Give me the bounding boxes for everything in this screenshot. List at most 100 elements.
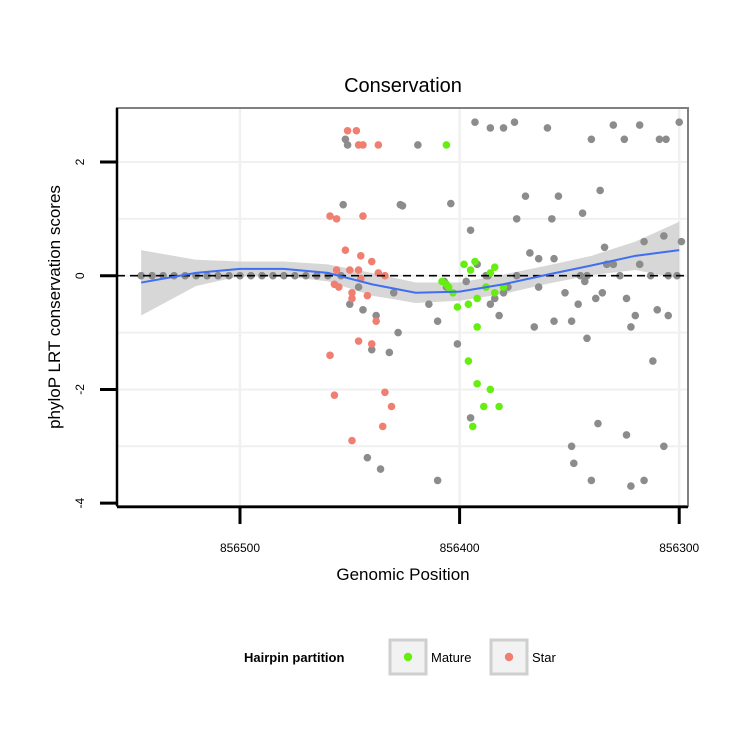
chart-title: Conservation [344, 75, 462, 97]
data-point-other [598, 288, 607, 297]
data-point-other [616, 271, 624, 280]
data-point-other [269, 271, 277, 280]
data-point-mature [464, 300, 473, 308]
data-point-other [675, 118, 684, 127]
data-point-mature [453, 303, 462, 311]
data-point-other [367, 345, 376, 354]
y-axis: -4 -2 0 2 [73, 108, 119, 508]
data-point-other [453, 340, 462, 348]
data-point-other [425, 300, 433, 308]
x-tick-label: 856500 [220, 541, 260, 555]
data-point-other [587, 476, 596, 485]
data-point-star [356, 252, 365, 260]
data-point-star [348, 288, 356, 297]
data-point-star [378, 422, 387, 431]
y-tick-label: -2 [73, 384, 87, 395]
data-point-other [655, 135, 664, 144]
data-point-other [385, 348, 394, 357]
data-point-star [341, 246, 350, 254]
data-point-other [339, 200, 348, 209]
data-point-other [394, 328, 402, 337]
data-point-other [635, 121, 644, 129]
data-point-star [348, 436, 356, 445]
data-point-star [335, 283, 343, 291]
data-point-other [225, 271, 233, 280]
data-point-other [587, 135, 596, 144]
data-point-mature [473, 379, 481, 388]
data-point-other [578, 209, 587, 217]
x-axis: 856500 856400 856300 [117, 505, 700, 555]
data-point-other [214, 271, 222, 280]
data-point-other [530, 323, 539, 331]
smooth-line-path [140, 249, 680, 294]
data-point-other [534, 254, 543, 263]
data-point-other [622, 294, 631, 303]
data-point-star [372, 317, 380, 326]
data-point-mature [466, 266, 475, 274]
data-point-other [620, 135, 629, 144]
data-point-other [354, 283, 363, 291]
data-point-other [622, 431, 631, 439]
data-point-star [381, 388, 389, 397]
legend-label-star: Star [532, 650, 557, 665]
data-point-other [649, 357, 657, 365]
data-point-other [640, 476, 648, 485]
data-point-mature [479, 402, 488, 411]
data-point-star [330, 391, 339, 399]
data-point-other [534, 283, 543, 291]
data-point-other [594, 419, 602, 428]
data-point-other [662, 135, 670, 144]
data-point-star [359, 212, 367, 220]
data-point-star [359, 141, 367, 149]
data-point-other [512, 271, 521, 280]
data-point-other [521, 192, 530, 200]
data-point-star [343, 126, 352, 135]
y-tick-label: -4 [73, 497, 87, 508]
y-axis-title: phyloP LRT conservation scores [45, 185, 64, 429]
data-point-other [550, 317, 558, 326]
data-point-other [359, 306, 367, 314]
y-tick-label: 2 [73, 158, 87, 165]
data-point-other [389, 288, 398, 297]
data-point-mature [486, 269, 495, 277]
data-point-star [345, 266, 354, 274]
data-point-other [499, 124, 508, 132]
data-point-other [291, 271, 299, 280]
data-point-other [486, 300, 495, 308]
plot-panel [117, 108, 688, 506]
data-point-star [354, 266, 363, 274]
data-point-other [570, 459, 578, 468]
data-point-other [640, 237, 648, 246]
data-point-other [591, 294, 600, 303]
data-point-other [363, 453, 372, 462]
data-point-star [332, 266, 341, 274]
legend-label-mature: Mature [431, 650, 471, 665]
data-point-mature [460, 260, 468, 269]
legend-title: Hairpin partition [244, 650, 344, 665]
data-point-other [677, 237, 686, 246]
data-point-star [387, 402, 396, 411]
smooth-line [140, 249, 680, 294]
data-point-star [348, 294, 356, 303]
data-point-other [203, 271, 211, 280]
x-axis-title: Genomic Position [336, 565, 469, 584]
data-point-star [367, 340, 376, 348]
data-point-other [580, 277, 589, 286]
data-point-other [343, 141, 352, 149]
data-point-other [471, 118, 479, 127]
data-point-other [554, 192, 563, 200]
data-point-other [433, 317, 442, 326]
data-point-star [367, 257, 376, 266]
data-point-other [398, 201, 407, 210]
data-point-other [137, 271, 145, 280]
data-point-other [490, 294, 499, 303]
data-point-star [374, 269, 383, 277]
data-point-other [462, 277, 470, 286]
data-point-other [510, 118, 519, 127]
data-point-other [609, 121, 618, 129]
data-point-other [414, 141, 422, 149]
data-point-other [548, 215, 556, 223]
x-tick-label: 856300 [659, 541, 699, 555]
data-point-star [326, 351, 334, 360]
data-point-mature [468, 422, 477, 431]
